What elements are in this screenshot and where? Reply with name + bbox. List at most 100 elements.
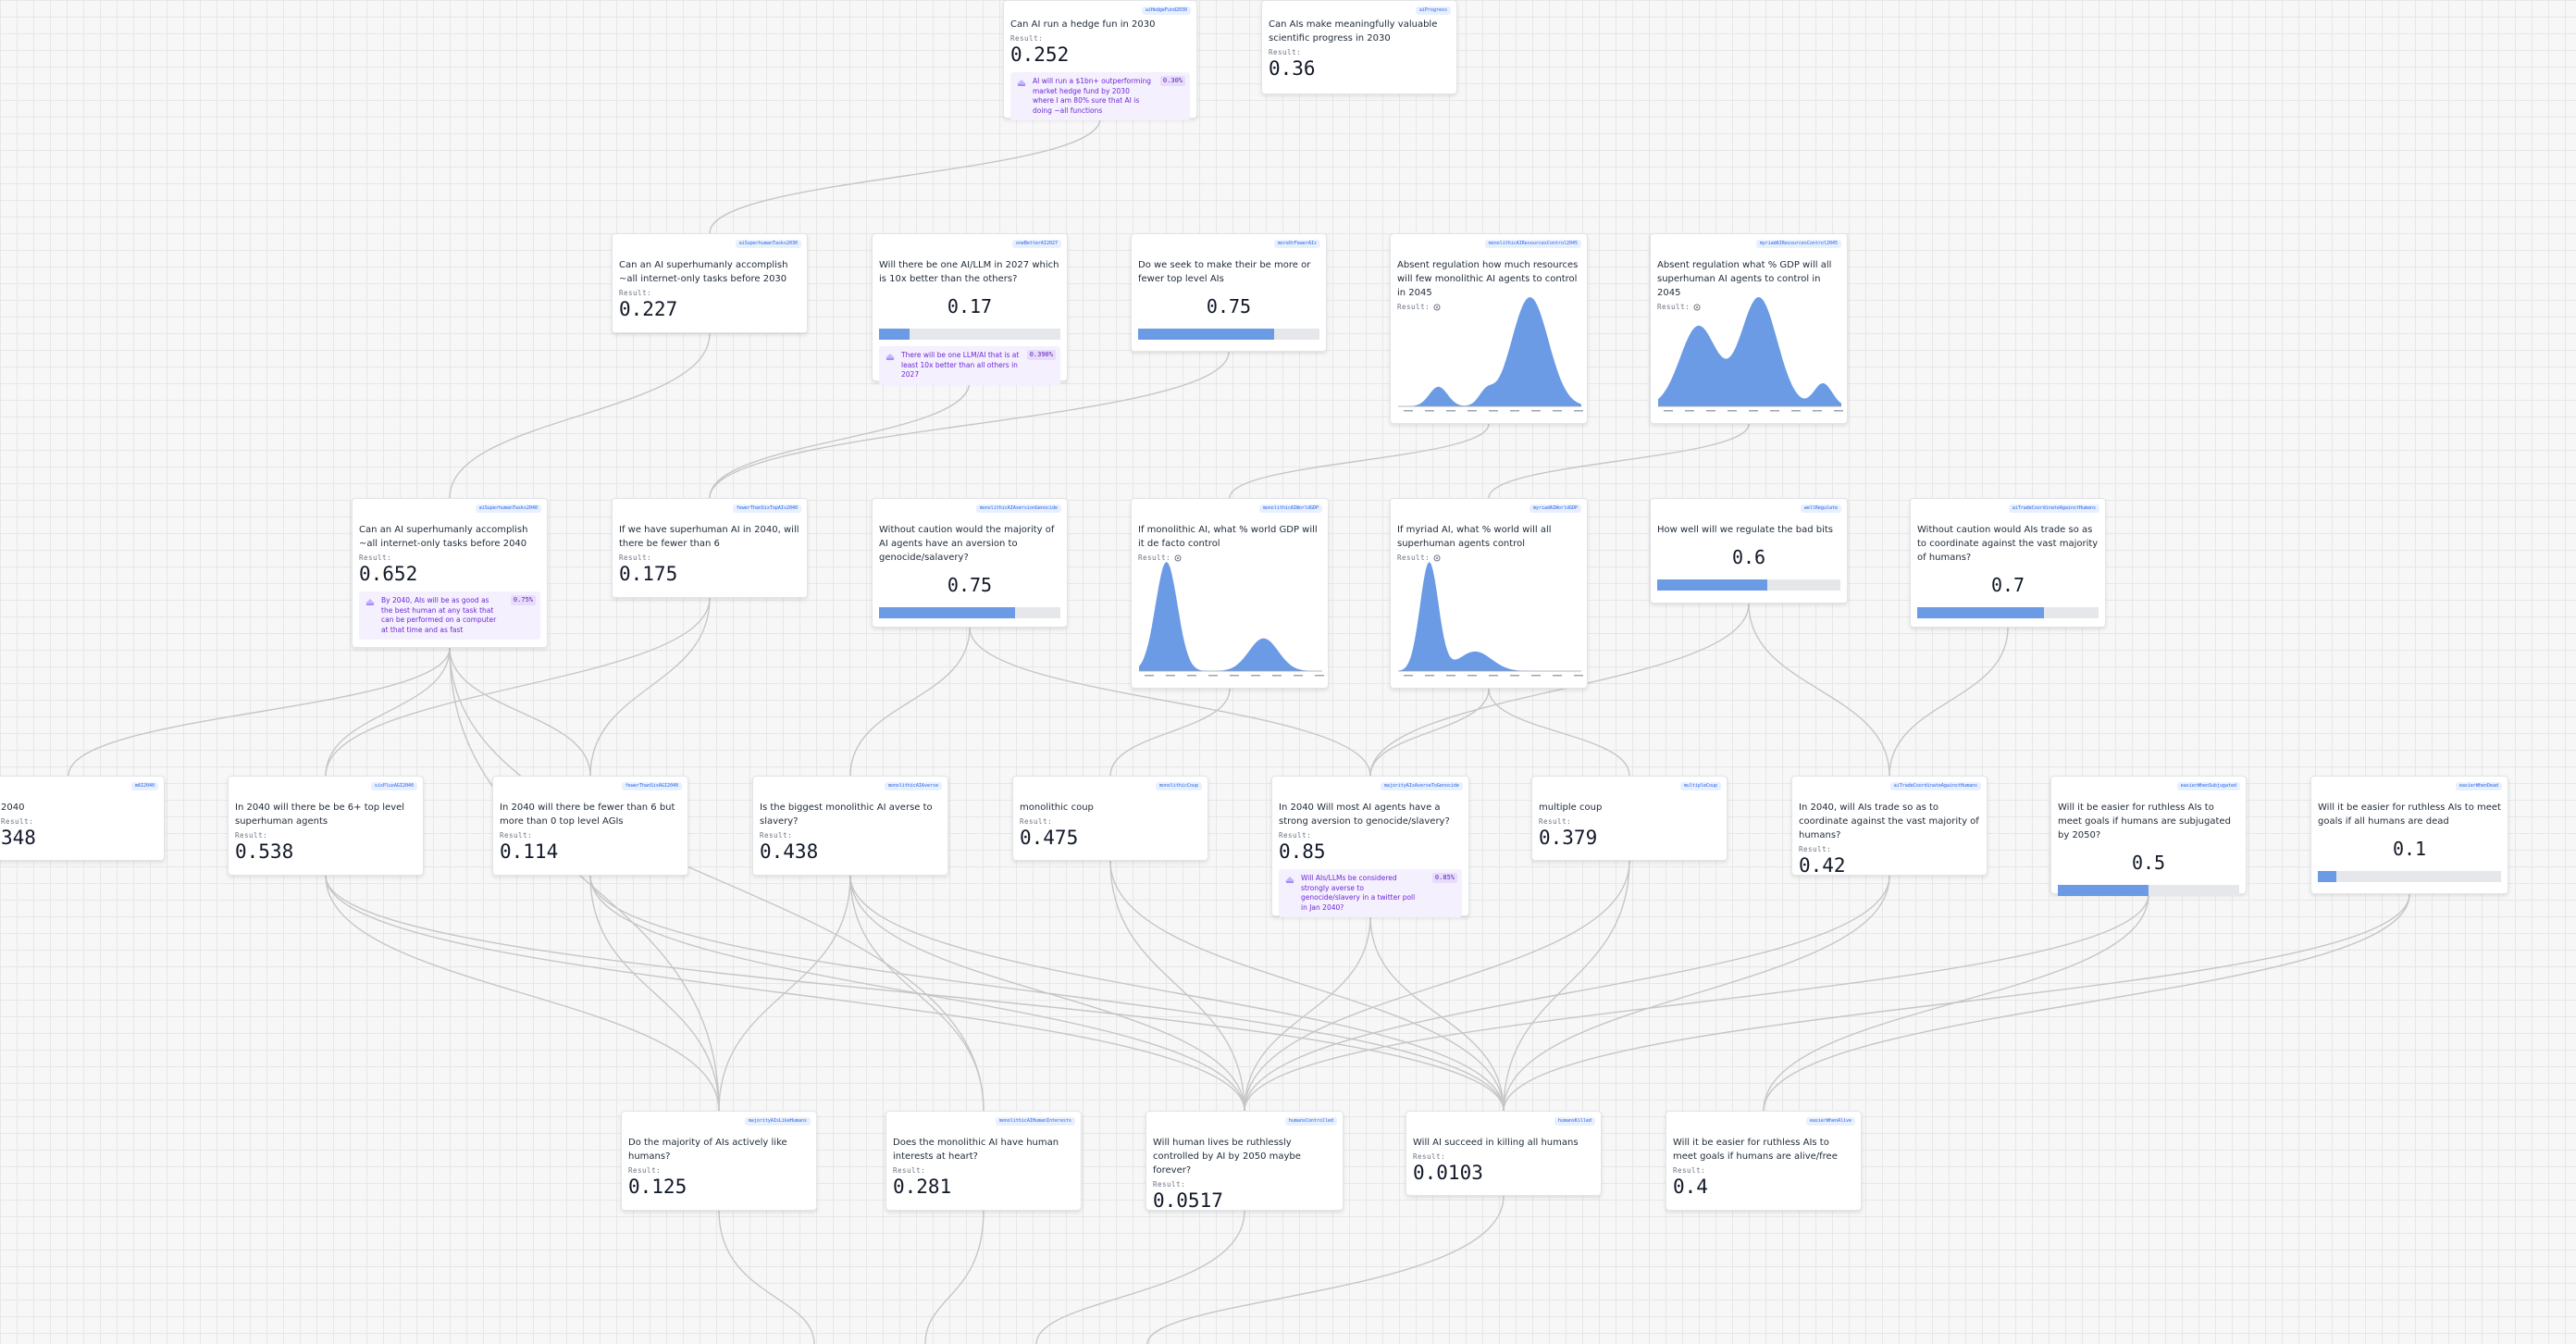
question: In 2040 will there be be 6+ top level su… — [235, 803, 405, 827]
dependency-edge — [1109, 860, 1505, 1112]
node-fewer-than-six-agis[interactable]: fewerThanSixAGI2040 In 2040 will there b… — [492, 776, 688, 876]
dependency-edge — [449, 647, 985, 1112]
probability-bar[interactable] — [2318, 871, 2501, 882]
question: Can an AI superhumanly accomplish ~all i… — [359, 525, 528, 549]
node-ai-trade-2040[interactable]: aiTradeCoordinateAgainstHumans In 2040, … — [1791, 776, 1988, 877]
forecast-text: By 2040, AIs will be as good as the best… — [381, 596, 497, 634]
distribution-tick — [1813, 410, 1822, 412]
distribution-tick — [1468, 410, 1477, 412]
node-cut-off-left[interactable]: mAI2040 2040 Result: 348 — [0, 776, 165, 861]
result-value: 0.5 — [2131, 852, 2166, 874]
node-multiple-coup[interactable]: multipleCoup multiple coup Result: 0.379 — [1531, 776, 1728, 861]
gear-icon — [1174, 554, 1182, 562]
node-scientific-progress[interactable]: aiProgress Can AIs make meaningfully val… — [1261, 0, 1457, 94]
node-id: aiSuperhumanTasks2040 — [475, 504, 541, 513]
probability-bar[interactable] — [879, 329, 1060, 340]
node-aversion-genocide[interactable]: monolithicAIAversionGenocide Without cau… — [872, 498, 1068, 628]
node-id: easierWhenAlive — [1805, 1117, 1855, 1126]
distribution-tick — [1749, 410, 1758, 412]
forecast-card[interactable]: 0.85% Will AIs/LLMs be considered strong… — [1279, 869, 1462, 917]
node-monolithic-gdp[interactable]: monolithicAIWorldGDP If monolithic AI, w… — [1131, 498, 1329, 689]
hat-icon — [1285, 877, 1294, 883]
hat-icon — [1017, 80, 1026, 86]
dependency-edge — [325, 647, 451, 777]
distribution-tick — [1770, 410, 1779, 412]
forecast-card[interactable]: 0.75% By 2040, AIs will be as good as th… — [359, 591, 540, 640]
dependency-edge — [1488, 423, 1750, 499]
node-fewer-than-six[interactable]: fewerThanSixTopAIs2040 If we have superh… — [612, 498, 808, 598]
result-label: Result: — [1539, 817, 1572, 826]
distribution-tick — [1425, 410, 1434, 412]
result-value: 0.125 — [628, 1176, 687, 1198]
question: Will it be easier for ruthless AIs to me… — [1673, 1138, 1838, 1162]
question: Will human lives be ruthlessly controlle… — [1153, 1138, 1301, 1176]
probability-bar[interactable] — [2058, 885, 2239, 896]
node-myriad-gdp[interactable]: myriadAIWorldGDP If myriad AI, what % wo… — [1390, 498, 1588, 689]
distribution-tick — [1489, 410, 1498, 412]
dependency-edge — [1244, 875, 1890, 1112]
result-label: Result: — [1673, 1166, 1706, 1175]
gear-icon — [1433, 304, 1441, 311]
node-superhuman-2040[interactable]: aiSuperhumanTasks2040 Can an AI superhum… — [352, 498, 548, 648]
distribution-tick — [1425, 675, 1434, 677]
distribution-tick — [1531, 410, 1541, 412]
dependency-edge — [1369, 915, 1505, 1112]
dependency-edge — [924, 1210, 985, 1344]
probability-fill — [2058, 885, 2149, 896]
probability-bar[interactable] — [1138, 329, 1319, 340]
node-monolithic-resources-2045[interactable]: monolithicAIResourcesControl2045 Absent … — [1390, 233, 1588, 424]
distribution-tick — [1510, 675, 1519, 677]
node-like-humans[interactable]: majorityAIsLikeHumans Do the majority of… — [621, 1111, 817, 1211]
node-easier-subjugated[interactable]: easierWhenSubjugated Will it be easier f… — [2050, 776, 2247, 896]
distribution-tick — [1834, 410, 1843, 412]
distribution-tick — [1553, 675, 1562, 677]
node-six-plus-agents[interactable]: sixPlusAGI2040 In 2040 will there be be … — [228, 776, 424, 876]
question: In 2040, will AIs trade so as to coordin… — [1799, 803, 1979, 840]
forecast-card[interactable]: 0.30% AI will run a $1bn+ outperforming … — [1010, 72, 1190, 120]
dependency-edge — [1035, 1210, 1245, 1344]
result-label: Result: — [1397, 303, 1580, 311]
result-label: Result: — [619, 554, 652, 562]
distribution-tick — [1685, 410, 1694, 412]
node-biggest-monolithic[interactable]: monolithicAIAverse Is the biggest monoli… — [752, 776, 948, 876]
distribution-chart — [1398, 297, 1583, 412]
dependency-edge — [1748, 603, 1890, 777]
node-ai-trade[interactable]: aiTradeCoordinateAgainstHumans Without c… — [1910, 498, 2106, 628]
node-easier-dead[interactable]: easierWhenDead Will it be easier for rut… — [2310, 776, 2508, 894]
node-ruthlessly-controlled[interactable]: humansControlled Will human lives be rut… — [1146, 1111, 1344, 1212]
distribution-tick — [1187, 675, 1196, 677]
result-value: 0.4 — [1673, 1176, 1708, 1198]
dependency-edge — [325, 597, 711, 777]
dependency-edge — [449, 647, 720, 1112]
node-regulate[interactable]: wellRegulate How well will we regulate t… — [1650, 498, 1848, 604]
node-killing-humans[interactable]: humansKilled Will AI succeed in killing … — [1406, 1111, 1602, 1196]
node-monolithic-coup[interactable]: monolithicCoup monolithic coup Result: 0… — [1012, 776, 1208, 861]
probability-bar[interactable] — [1657, 579, 1840, 591]
result-label: Result: — [1010, 34, 1044, 43]
result-value: 0.227 — [619, 298, 678, 320]
forecast-probability: 0.390% — [1026, 350, 1056, 360]
forecast-card[interactable]: 0.390% There will be one LLM/AI that is … — [879, 346, 1060, 385]
node-one-better-ai[interactable]: oneBetterAI2027 Will there be one AI/LLM… — [872, 233, 1068, 385]
distribution-tick — [1315, 675, 1324, 677]
distribution-area — [1398, 297, 1581, 406]
node-more-fewer-ais[interactable]: moreOrFewerAIs Do we seek to make their … — [1131, 233, 1327, 352]
node-easier-alive[interactable]: easierWhenAlive Will it be easier for ru… — [1666, 1111, 1862, 1211]
result-value: 0.75 — [947, 574, 993, 596]
node-human-interests[interactable]: monolithicAIHumanInterests Does the mono… — [886, 1111, 1082, 1211]
node-myriad-resources-2045[interactable]: myriadAIResourcesControl2045 Absent regu… — [1650, 233, 1848, 424]
distribution-area — [1398, 562, 1581, 671]
hat-icon — [886, 354, 895, 360]
probability-bar[interactable] — [1917, 607, 2099, 618]
node-id: monolithicCoup — [1155, 782, 1202, 790]
node-superhuman-2030[interactable]: aiSuperhumanTasks2030 Can an AI superhum… — [612, 233, 808, 333]
distribution-tick — [1272, 675, 1282, 677]
probability-bar[interactable] — [879, 607, 1060, 618]
question: Will it be easier for ruthless AIs to me… — [2058, 803, 2231, 840]
distribution-tick — [1230, 675, 1239, 677]
node-id: easierWhenSubjugated — [2176, 782, 2240, 790]
node-id: monolithicAIAversionGenocide — [975, 504, 1061, 513]
node-most-ai-aversion[interactable]: majorityAIsAverseToGenocide In 2040 Will… — [1271, 776, 1469, 917]
node-hedge-fund[interactable]: aiHedgeFund2030 Can AI run a hedge fun i… — [1003, 0, 1197, 120]
dependency-edge — [589, 875, 720, 1112]
